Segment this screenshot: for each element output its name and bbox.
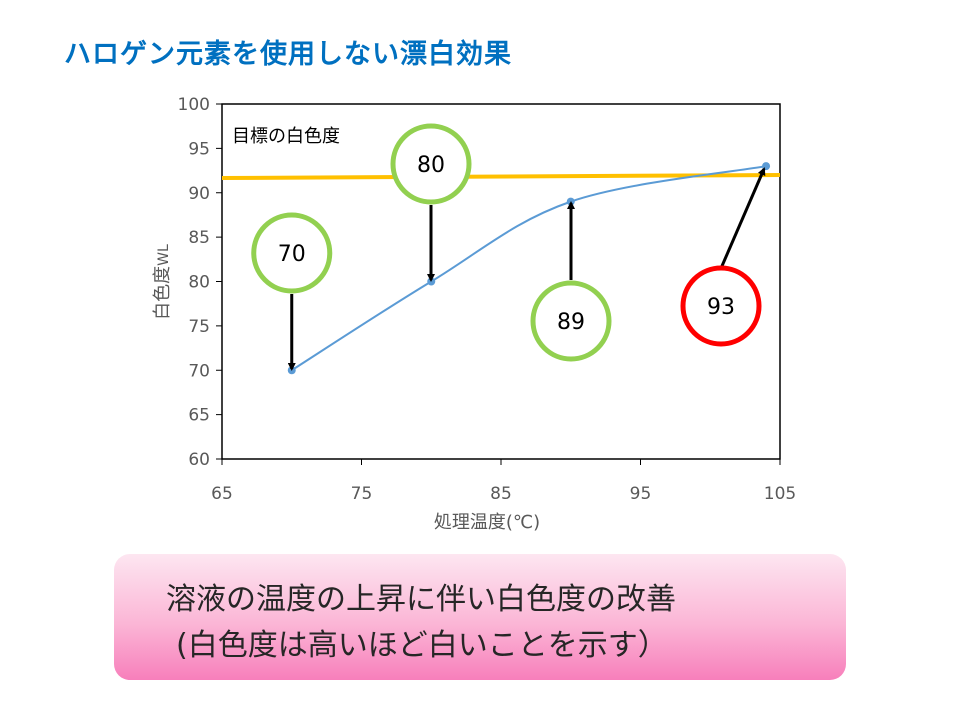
x-tick-labels: 65 75 85 95 105 (211, 484, 796, 504)
callout-circle (680, 265, 762, 347)
grid-lines (216, 103, 781, 465)
y-tick-label: 65 (188, 406, 210, 426)
y-tick-label: 85 (188, 228, 210, 248)
y-axis-title: 白色度WL (152, 244, 173, 320)
x-tick-label: 65 (211, 484, 233, 504)
callout-value: 89 (557, 310, 585, 335)
callout-circle (251, 212, 333, 294)
callout-value: 80 (417, 153, 445, 178)
plot-area (221, 103, 781, 460)
callout-circle (390, 123, 472, 205)
y-axis-title-sub: WL (156, 244, 172, 266)
slide-title: ハロゲン元素を使用しない漂白効果 (64, 39, 512, 70)
callout-value: 93 (707, 295, 735, 320)
y-tick-label: 95 (188, 139, 210, 159)
y-tick-label: 80 (188, 273, 210, 293)
series-line (291, 165, 767, 372)
y-tick-label: 70 (188, 361, 210, 381)
summary-line-1: 溶液の温度の上昇に伴い白色度の改善 (166, 582, 676, 617)
callout-circle (530, 280, 612, 362)
x-tick-label: 85 (490, 484, 512, 504)
target-line-group: 目標の白色度 (221, 126, 781, 180)
summary-line-2: (白色度は高いほど白いことを示す） (176, 628, 668, 663)
callout-value: 70 (278, 242, 306, 267)
y-axis-title-main: 白色度 (152, 266, 173, 320)
y-tick-label: 100 (178, 95, 210, 115)
svg-text:白色度WL: 白色度WL (152, 244, 173, 320)
series-group (287, 162, 771, 375)
y-tick-label: 75 (188, 317, 210, 337)
y-tick-label: 90 (188, 184, 210, 204)
callout-arrow (720, 167, 766, 267)
target-label: 目標の白色度 (232, 126, 340, 147)
x-axis-title: 処理温度(℃) (434, 512, 540, 533)
callouts-group: 70 80 89 93 (251, 123, 766, 371)
x-tick-label: 75 (351, 484, 373, 504)
y-tick-label: 60 (188, 450, 210, 470)
target-line (221, 173, 781, 180)
x-tick-label: 105 (764, 484, 796, 504)
y-tick-labels: 60 65 70 75 80 85 90 95 100 (178, 95, 210, 470)
summary-box: 溶液の温度の上昇に伴い白色度の改善 (白色度は高いほど白いことを示す） (114, 554, 846, 680)
x-tick-label: 95 (630, 484, 652, 504)
